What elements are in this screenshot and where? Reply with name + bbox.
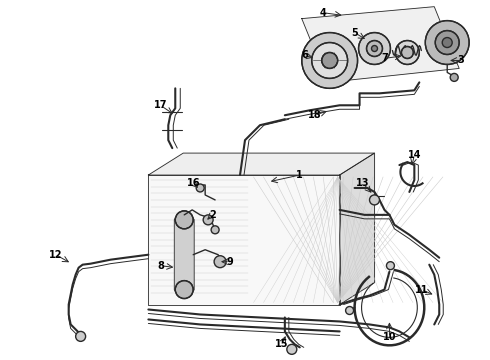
Text: 1: 1 [296, 170, 303, 180]
Circle shape [302, 32, 358, 88]
Circle shape [75, 332, 86, 341]
Circle shape [450, 73, 458, 81]
Circle shape [203, 215, 213, 225]
Circle shape [196, 184, 204, 192]
Circle shape [322, 53, 338, 68]
Text: 16: 16 [187, 178, 200, 188]
Polygon shape [148, 153, 374, 175]
Circle shape [175, 280, 193, 298]
Circle shape [425, 21, 469, 64]
Text: 18: 18 [308, 110, 321, 120]
FancyBboxPatch shape [174, 219, 194, 291]
Text: 3: 3 [458, 55, 465, 66]
Text: 17: 17 [153, 100, 167, 110]
Circle shape [345, 306, 354, 315]
Circle shape [435, 31, 459, 54]
Text: 7: 7 [381, 54, 388, 63]
Text: 13: 13 [356, 178, 369, 188]
Circle shape [395, 41, 419, 64]
Circle shape [442, 37, 452, 48]
Circle shape [371, 45, 377, 51]
Text: 5: 5 [351, 28, 358, 37]
Circle shape [359, 32, 391, 64]
Text: 14: 14 [408, 150, 421, 160]
Text: 10: 10 [383, 332, 396, 342]
Text: 11: 11 [415, 284, 428, 294]
Circle shape [214, 256, 226, 268]
Text: 12: 12 [49, 250, 63, 260]
Circle shape [312, 42, 347, 78]
Circle shape [175, 211, 193, 229]
Text: 4: 4 [319, 8, 326, 18]
Text: 15: 15 [275, 339, 289, 349]
Circle shape [369, 195, 379, 205]
Text: 8: 8 [157, 261, 164, 271]
Text: 6: 6 [301, 50, 308, 60]
Polygon shape [302, 7, 459, 82]
Circle shape [401, 46, 414, 58]
Polygon shape [148, 175, 340, 305]
Text: 9: 9 [227, 257, 233, 267]
Circle shape [367, 41, 383, 57]
Circle shape [287, 345, 297, 354]
Circle shape [387, 262, 394, 270]
Polygon shape [340, 153, 374, 305]
Text: 2: 2 [209, 210, 216, 220]
Circle shape [211, 226, 219, 234]
